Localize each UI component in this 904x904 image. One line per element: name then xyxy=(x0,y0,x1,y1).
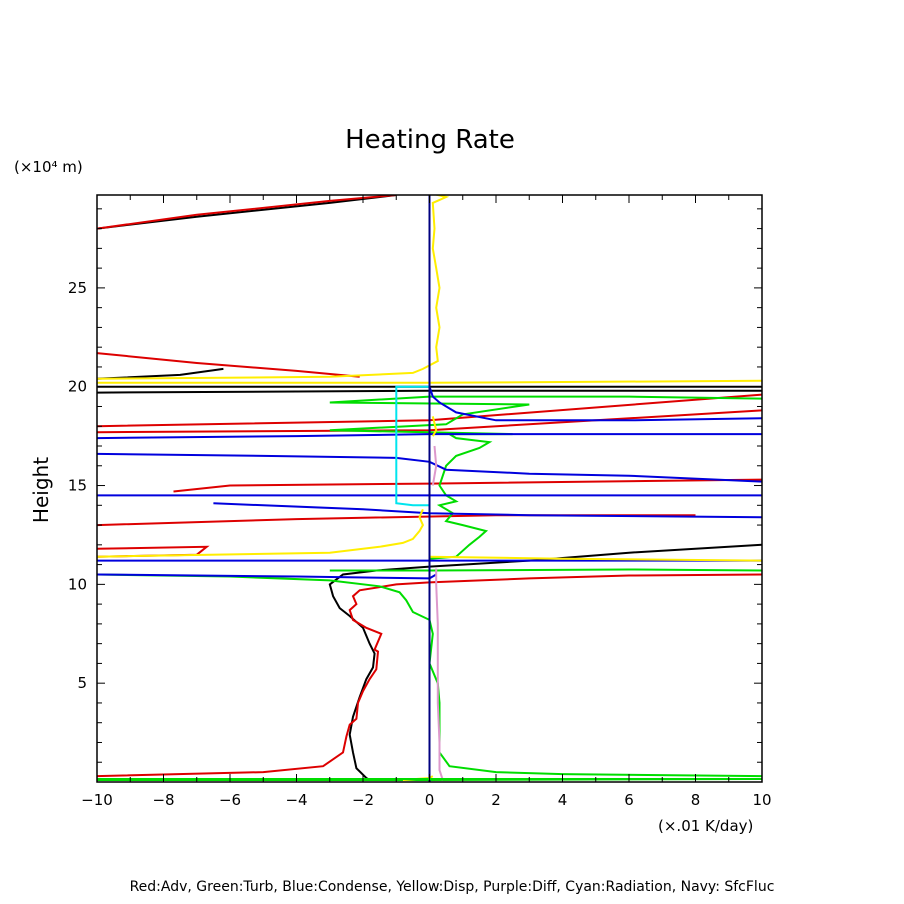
series-line-3 xyxy=(97,195,397,230)
y-tick-label: 15 xyxy=(68,477,87,495)
plot-axes-group: −10 −8 −6 −4 −2 0 2 4 6 8 10 5 10 15 20 25 xyxy=(68,194,772,809)
series-line-27 xyxy=(97,508,425,558)
series-line-16 xyxy=(329,568,762,572)
series-line-2 xyxy=(97,367,224,380)
y-tick-label: 10 xyxy=(68,575,87,593)
x-tick-label: −6 xyxy=(219,791,241,809)
x-tick-label: 2 xyxy=(491,791,501,809)
series-line-19 xyxy=(428,386,762,422)
y-axis-unit: (×10⁴ m) xyxy=(14,158,83,176)
x-tick-label: −10 xyxy=(81,791,113,809)
series-line-25 xyxy=(97,195,450,380)
x-tick-label: 4 xyxy=(558,791,568,809)
x-axis-unit: (×.01 K/day) xyxy=(658,817,753,835)
plot-series-group xyxy=(97,195,762,782)
x-tick-label: −4 xyxy=(285,791,307,809)
series-line-28 xyxy=(429,555,762,562)
chart-title: Heating Rate xyxy=(345,125,515,155)
series-line-6 xyxy=(97,573,762,778)
series-line-15 xyxy=(97,573,762,778)
series-line-33 xyxy=(395,385,430,507)
x-tick-label: 6 xyxy=(624,791,634,809)
x-tick-label: −2 xyxy=(352,791,374,809)
x-tick-label: 10 xyxy=(752,791,771,809)
y-tick-label: 25 xyxy=(68,279,87,297)
series-line-1 xyxy=(328,543,762,781)
chart-legend: Red:Adv, Green:Turb, Blue:Condense, Yell… xyxy=(130,879,775,895)
series-line-12 xyxy=(97,352,360,378)
x-tick-label: 8 xyxy=(691,791,701,809)
x-tick-label: 0 xyxy=(425,791,435,809)
series-line-20 xyxy=(97,452,762,483)
y-axis-label: Height xyxy=(29,457,53,523)
y-tick-label: 20 xyxy=(68,378,87,396)
series-line-9 xyxy=(173,478,762,493)
series-line-30 xyxy=(431,416,438,437)
series-line-17 xyxy=(329,395,762,560)
series-line-32 xyxy=(431,445,438,486)
series-line-24 xyxy=(97,573,437,580)
series-line-31 xyxy=(435,568,444,781)
y-tick-label: 5 xyxy=(77,674,87,692)
x-tick-label: −8 xyxy=(152,791,174,809)
